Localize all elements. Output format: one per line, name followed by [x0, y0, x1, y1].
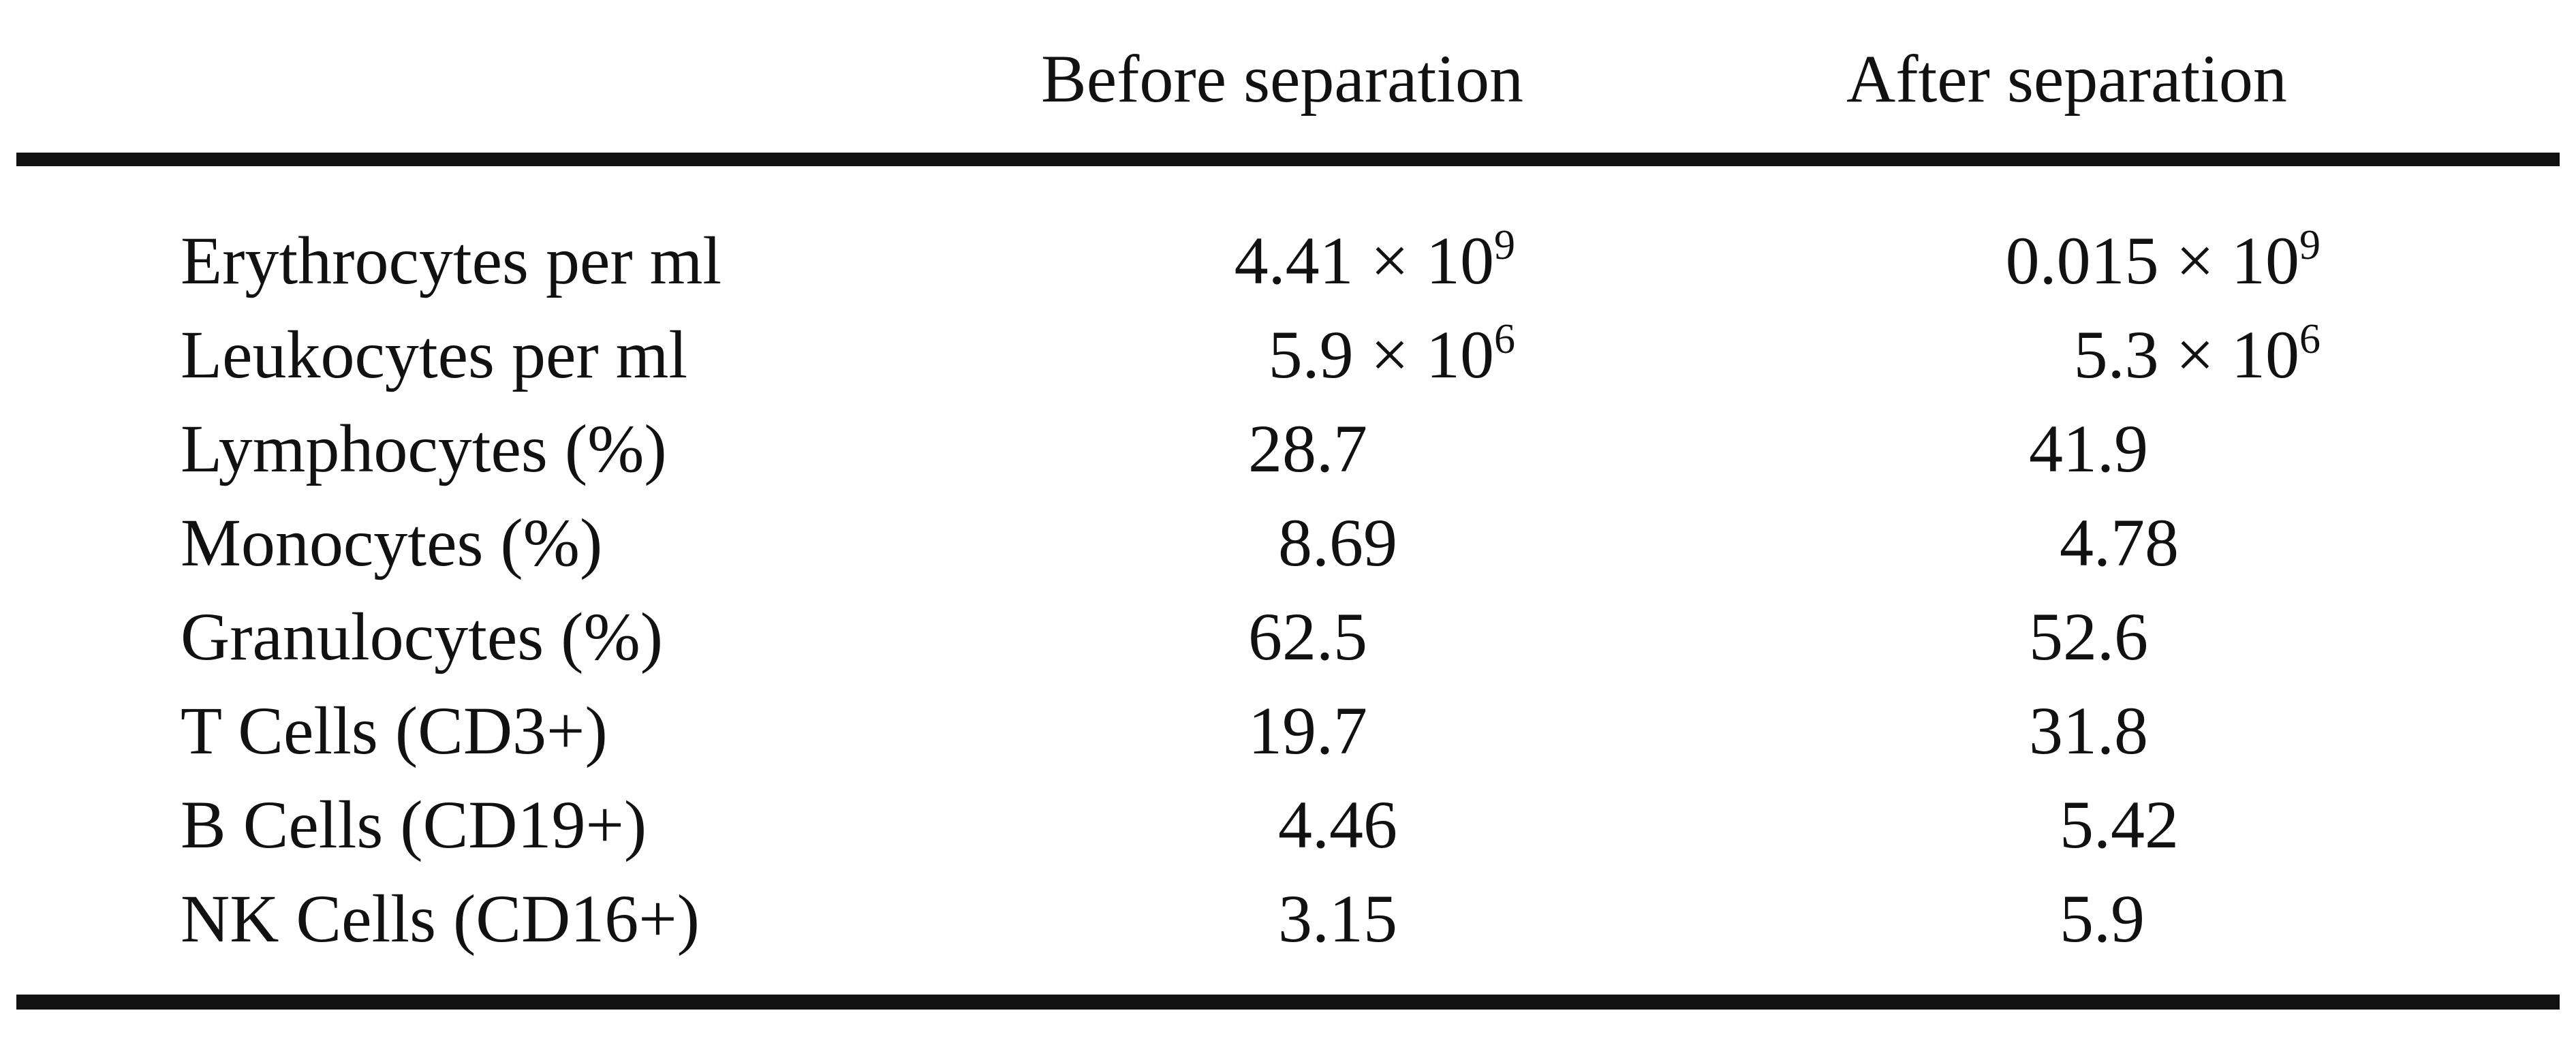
- value-after: 5.9: [2060, 885, 2145, 953]
- value-before: 19.7: [1248, 697, 1367, 765]
- row-label: NK Cells (CD16+): [181, 885, 700, 953]
- value-after-base: 5.3 × 10: [2074, 317, 2299, 392]
- value-after: 31.8: [2029, 697, 2148, 765]
- row-label: Erythrocytes per ml: [181, 227, 721, 295]
- header-after-separation: After separation: [1846, 45, 2287, 113]
- value-before: 4.41 × 109: [1235, 227, 1515, 295]
- top-rule: [16, 153, 2560, 166]
- value-before-exponent: 6: [1494, 316, 1515, 362]
- row-label: B Cells (CD19+): [181, 791, 647, 859]
- value-before-exponent: 9: [1494, 222, 1515, 268]
- value-after: 5.3 × 106: [2074, 321, 2321, 389]
- value-after-base: 0.015 × 10: [2006, 223, 2299, 298]
- value-before: 8.69: [1278, 509, 1397, 577]
- value-after: 0.015 × 109: [2006, 227, 2321, 295]
- value-before: 62.5: [1248, 603, 1367, 671]
- value-before: 4.46: [1278, 791, 1397, 859]
- bottom-rule: [16, 995, 2560, 1010]
- value-after: 4.78: [2060, 509, 2179, 577]
- value-after-exponent: 9: [2299, 222, 2321, 268]
- value-after: 41.9: [2029, 415, 2148, 483]
- value-after: 52.6: [2029, 603, 2148, 671]
- value-before: 3.15: [1278, 885, 1397, 953]
- value-before-base: 5.9 × 10: [1269, 317, 1494, 392]
- row-label: T Cells (CD3+): [181, 697, 608, 765]
- value-before: 28.7: [1248, 415, 1367, 483]
- value-after-exponent: 6: [2299, 316, 2321, 362]
- row-label: Granulocytes (%): [181, 603, 663, 671]
- row-label: Leukocytes per ml: [181, 321, 687, 389]
- value-before: 5.9 × 106: [1269, 321, 1515, 389]
- value-after: 5.42: [2060, 791, 2179, 859]
- row-label: Monocytes (%): [181, 509, 602, 577]
- header-before-separation: Before separation: [1041, 45, 1523, 113]
- row-label: Lymphocytes (%): [181, 415, 667, 483]
- value-before-base: 4.41 × 10: [1235, 223, 1494, 298]
